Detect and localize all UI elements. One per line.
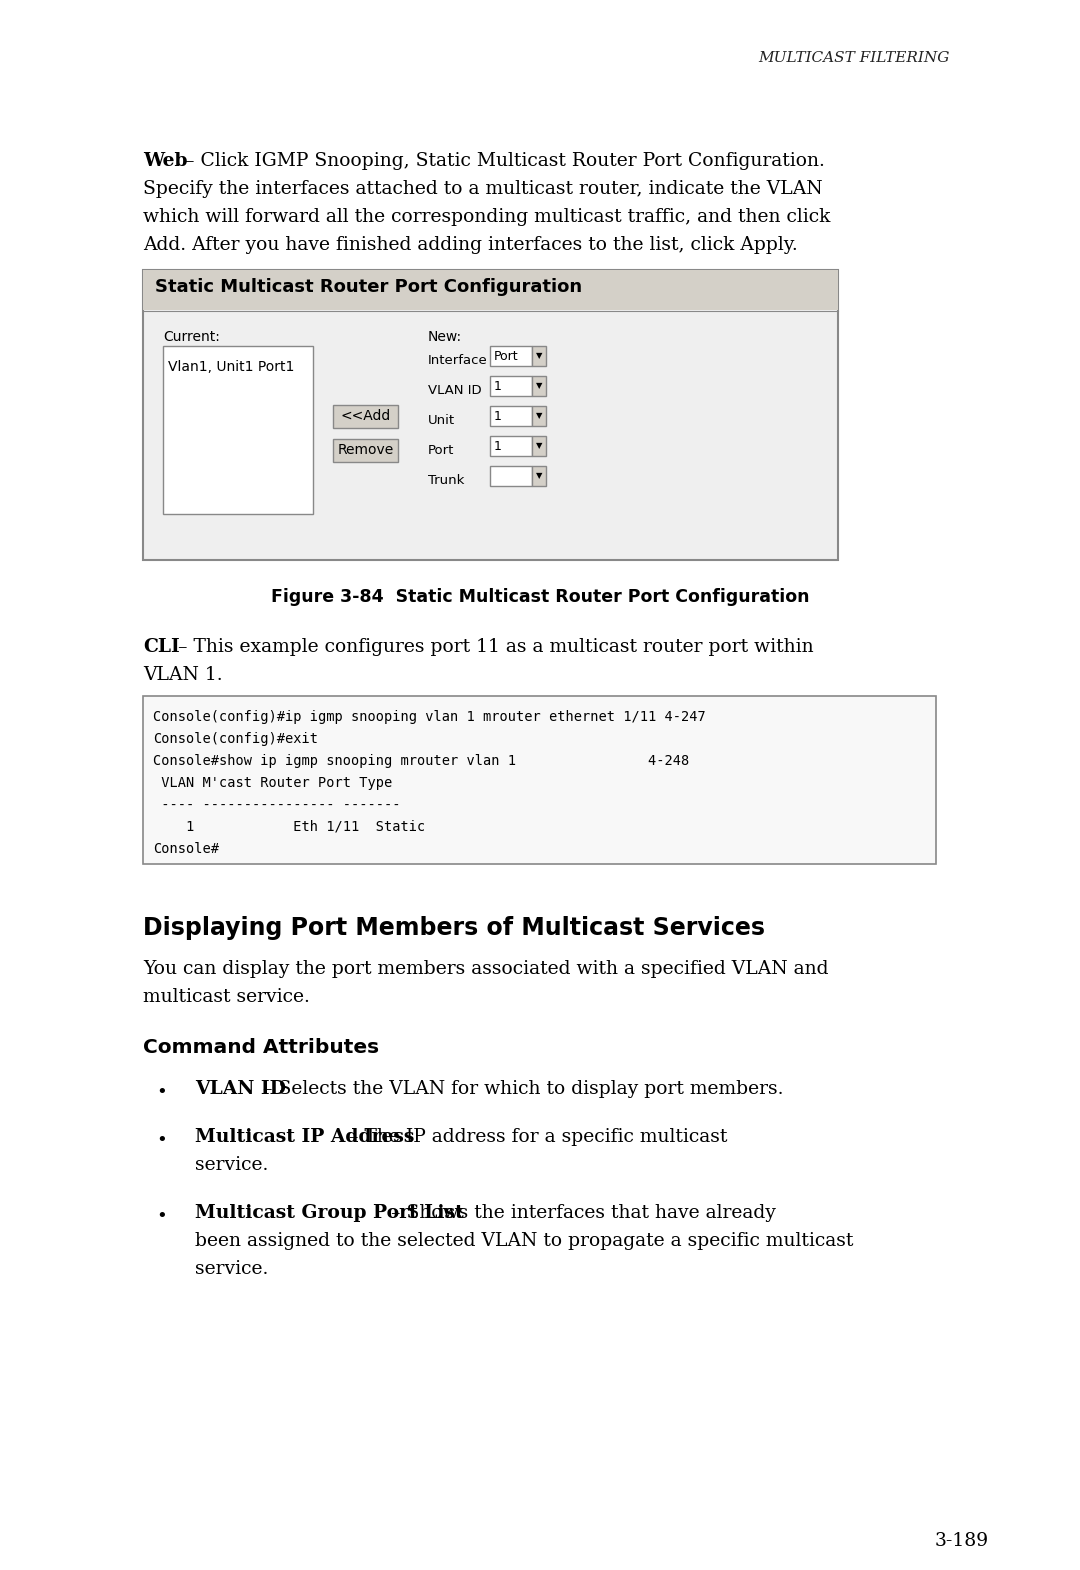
Text: You can display the port members associated with a specified VLAN and: You can display the port members associa… [143, 959, 828, 978]
Text: – The IP address for a specific multicast: – The IP address for a specific multicas… [343, 1127, 727, 1146]
Text: New:: New: [428, 330, 462, 344]
Text: been assigned to the selected VLAN to propagate a specific multicast: been assigned to the selected VLAN to pr… [195, 1232, 853, 1250]
Text: Add. After you have finished adding interfaces to the list, click Apply.: Add. After you have finished adding inte… [143, 236, 798, 254]
Text: Port: Port [428, 443, 455, 457]
Text: •: • [157, 1083, 167, 1102]
Text: service.: service. [195, 1261, 268, 1278]
Text: Multicast Group Port List: Multicast Group Port List [195, 1204, 463, 1221]
FancyBboxPatch shape [490, 466, 532, 487]
Text: <<Add: <<Add [340, 410, 391, 424]
FancyBboxPatch shape [163, 345, 313, 513]
Text: Command Attributes: Command Attributes [143, 1038, 379, 1057]
Text: Current:: Current: [163, 330, 220, 344]
Text: – Selects the VLAN for which to display port members.: – Selects the VLAN for which to display … [257, 1080, 783, 1097]
Text: Vlan1, Unit1 Port1: Vlan1, Unit1 Port1 [168, 360, 295, 374]
FancyBboxPatch shape [490, 375, 532, 396]
Text: Remove: Remove [337, 443, 393, 457]
Text: Port: Port [494, 350, 518, 363]
Text: 1            Eth 1/11  Static: 1 Eth 1/11 Static [153, 820, 426, 834]
Text: Multicast IP Address: Multicast IP Address [195, 1127, 415, 1146]
FancyBboxPatch shape [532, 345, 546, 366]
Text: •: • [157, 1132, 167, 1149]
FancyBboxPatch shape [532, 436, 546, 455]
Text: •: • [157, 1207, 167, 1226]
Text: – Click IGMP Snooping, Static Multicast Router Port Configuration.: – Click IGMP Snooping, Static Multicast … [179, 152, 825, 170]
Text: ▼: ▼ [536, 411, 542, 421]
Text: Figure 3-84  Static Multicast Router Port Configuration: Figure 3-84 Static Multicast Router Port… [271, 589, 809, 606]
Text: 3-189: 3-189 [935, 1532, 989, 1550]
Text: 1: 1 [494, 380, 502, 392]
Text: Static Multicast Router Port Configuration: Static Multicast Router Port Configurati… [156, 278, 582, 297]
Text: 1: 1 [494, 440, 502, 452]
Text: Console(config)#ip igmp snooping vlan 1 mrouter ethernet 1/11 4-247: Console(config)#ip igmp snooping vlan 1 … [153, 710, 705, 724]
FancyBboxPatch shape [143, 270, 838, 560]
Text: Console#: Console# [153, 842, 219, 856]
Text: multicast service.: multicast service. [143, 988, 310, 1006]
Text: – Shows the interfaces that have already: – Shows the interfaces that have already [384, 1204, 775, 1221]
Text: Specify the interfaces attached to a multicast router, indicate the VLAN: Specify the interfaces attached to a mul… [143, 181, 823, 198]
Text: ▼: ▼ [536, 441, 542, 451]
FancyBboxPatch shape [333, 440, 399, 462]
FancyBboxPatch shape [143, 696, 936, 864]
Text: Unit: Unit [428, 413, 455, 427]
FancyBboxPatch shape [143, 270, 838, 309]
Text: which will forward all the corresponding multicast traffic, and then click: which will forward all the corresponding… [143, 207, 831, 226]
Text: – This example configures port 11 as a multicast router port within: – This example configures port 11 as a m… [172, 637, 813, 656]
Text: VLAN 1.: VLAN 1. [143, 666, 222, 685]
FancyBboxPatch shape [532, 466, 546, 487]
Text: VLAN M'cast Router Port Type: VLAN M'cast Router Port Type [153, 776, 392, 790]
FancyBboxPatch shape [333, 405, 399, 429]
FancyBboxPatch shape [490, 407, 532, 425]
FancyBboxPatch shape [532, 375, 546, 396]
Text: Web: Web [143, 152, 188, 170]
Text: Interface: Interface [428, 353, 488, 366]
Text: Console(config)#exit: Console(config)#exit [153, 732, 318, 746]
Text: MULTICAST FILTERING: MULTICAST FILTERING [758, 50, 950, 64]
Text: VLAN ID: VLAN ID [428, 383, 482, 397]
Text: ▼: ▼ [536, 352, 542, 361]
Text: Trunk: Trunk [428, 474, 464, 487]
Text: VLAN ID: VLAN ID [195, 1080, 286, 1097]
FancyBboxPatch shape [490, 345, 532, 366]
FancyBboxPatch shape [490, 436, 532, 455]
Text: 1: 1 [494, 410, 502, 422]
Text: service.: service. [195, 1156, 268, 1174]
Text: ▼: ▼ [536, 382, 542, 391]
Text: ▼: ▼ [536, 471, 542, 480]
Text: ---- ---------------- -------: ---- ---------------- ------- [153, 798, 401, 812]
Text: Displaying Port Members of Multicast Services: Displaying Port Members of Multicast Ser… [143, 915, 765, 940]
FancyBboxPatch shape [532, 407, 546, 425]
Text: CLI: CLI [143, 637, 179, 656]
Text: Console#show ip igmp snooping mrouter vlan 1                4-248: Console#show ip igmp snooping mrouter vl… [153, 754, 689, 768]
